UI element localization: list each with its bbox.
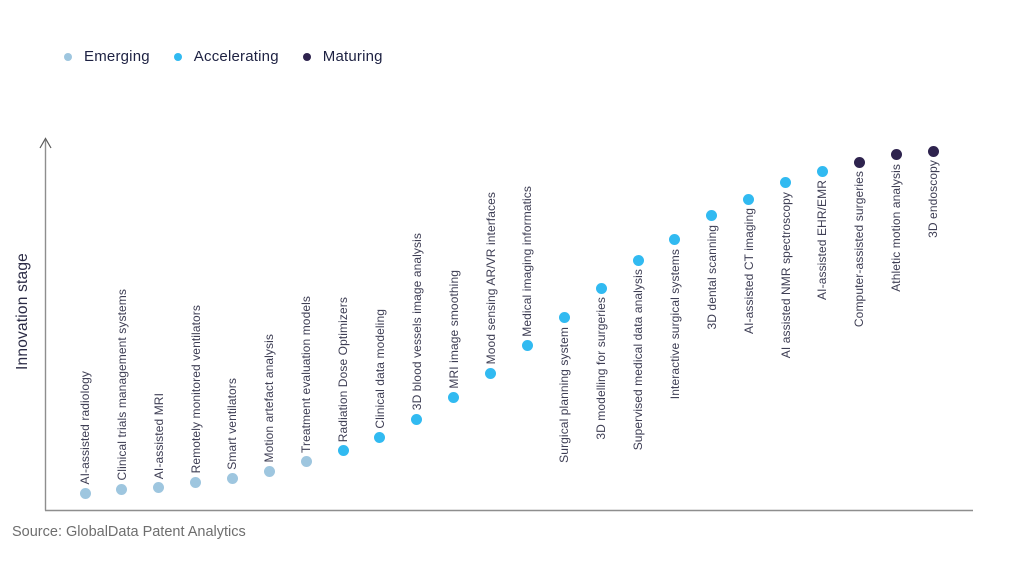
data-point-label: Remotely monitored ventilators: [188, 304, 203, 474]
data-point-dot: [190, 476, 202, 488]
data-point-dot: [595, 282, 607, 294]
data-point-label: 3D endoscopy: [926, 160, 940, 239]
data-point-dot: [521, 339, 533, 351]
data-point-dot: [780, 177, 792, 189]
data-point-label: Athletic motion analysis: [889, 163, 904, 292]
data-point-dot: [116, 484, 128, 496]
data-point-dot: [411, 413, 423, 425]
legend-label-maturing: Maturing: [322, 48, 383, 65]
data-point-label: Smart ventilators: [225, 377, 240, 470]
data-point-label: AI-assisted EHR/EMR: [815, 180, 830, 301]
data-point-label: Surgical planning system: [557, 326, 572, 463]
y-axis-arrow-icon: [39, 137, 52, 149]
data-point-dot: [669, 234, 681, 246]
data-point-dot: [927, 145, 939, 157]
data-point-dot: [632, 254, 644, 266]
data-point-label: Supervised medical data analysis: [631, 269, 646, 451]
emerging-dot-icon: [64, 52, 72, 61]
data-point-label: Radiation Dose Optimizers: [336, 296, 351, 442]
data-point-label: Clinical data modeling: [372, 309, 387, 429]
data-point-dot: [263, 465, 275, 477]
data-point-dot: [374, 432, 386, 444]
data-point-label: 3D blood vessels image analysis: [409, 233, 424, 411]
legend-label-accelerating: Accelerating: [193, 48, 279, 65]
data-point-label: AI-assisted radiology: [78, 370, 92, 485]
data-point-dot: [853, 156, 865, 168]
data-point-label: Interactive surgical systems: [667, 248, 682, 400]
data-point-dot: [706, 210, 718, 222]
legend-label-emerging: Emerging: [84, 48, 150, 65]
data-point-label: Treatment evaluation models: [299, 295, 314, 453]
data-point-label: Clinical trials management systems: [114, 289, 129, 481]
data-point-dot: [448, 391, 460, 403]
legend: Emerging Accelerating Maturing: [64, 48, 383, 65]
maturing-dot-icon: [302, 52, 311, 61]
data-point-label: 3D dental scanning: [704, 224, 719, 330]
data-point-label: AI-assisted CT imaging: [741, 208, 756, 335]
data-point-dot: [558, 312, 570, 324]
data-point-dot: [337, 445, 349, 457]
data-point-label: MRI image smoothing: [446, 269, 461, 389]
data-point-label: 3D modelling for surgeries: [594, 297, 609, 440]
data-point-dot: [743, 193, 755, 205]
data-point-dot: [226, 473, 238, 485]
legend-item-emerging: Emerging: [64, 48, 150, 65]
data-point-label: AI-assisted MRI: [151, 392, 166, 479]
data-point-label: Computer-assisted surgeries: [852, 171, 867, 328]
legend-item-maturing: Maturing: [302, 48, 383, 65]
y-axis-title: Innovation stage: [14, 253, 31, 370]
data-point-label: Medical imaging informatics: [520, 185, 535, 337]
data-point-label: Motion artefact analysis: [262, 333, 277, 463]
data-point-dot: [816, 165, 828, 177]
data-point-label: Mood sensing AR/VR interfaces: [483, 191, 498, 365]
data-point-dot: [485, 367, 497, 379]
data-point-dot: [300, 456, 312, 468]
source-caption: Source: GlobalData Patent Analytics: [12, 524, 246, 540]
accelerating-dot-icon: [173, 52, 182, 61]
data-point-dot: [153, 482, 165, 494]
legend-item-accelerating: Accelerating: [173, 48, 279, 65]
data-point-dot: [890, 149, 902, 161]
data-point-label: AI assisted NMR spectroscopy: [778, 191, 793, 358]
data-point-dot: [79, 487, 91, 499]
